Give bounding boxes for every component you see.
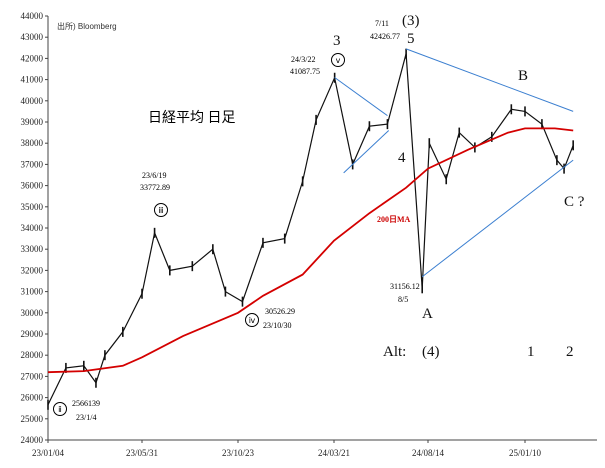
annotation-date: 7/11: [375, 19, 389, 28]
wave-label-3-paren: (3): [402, 13, 420, 29]
chart-title: 日経平均 日足: [148, 110, 236, 126]
ma-legend-label: 200日MA: [377, 215, 411, 224]
trendline: [334, 77, 388, 117]
y-tick-label: 29000: [21, 329, 44, 339]
x-tick-labels: 23/01/04 23/05/31 23/10/23 24/03/21 24/08/14…: [32, 440, 542, 458]
alt-label: Alt:: [383, 344, 406, 360]
wave-label-iii: ⅲ: [158, 206, 163, 215]
y-tick-label: 25000: [21, 414, 44, 424]
y-tick-label: 30000: [21, 308, 44, 318]
trendline: [405, 48, 574, 112]
price-series-line: [47, 53, 574, 406]
wave-circle-marker: [154, 203, 168, 217]
y-tick-label: 35000: [21, 202, 44, 212]
wave-label-4: 4: [398, 150, 406, 166]
x-tick-label: 24/03/21: [318, 448, 350, 458]
y-tick-label: 43000: [21, 32, 44, 42]
y-tick-label: 34000: [21, 223, 44, 233]
alt-wave-label-1: 1: [527, 344, 535, 360]
x-tick-label: 25/01/10: [509, 448, 542, 458]
alt-wave-label-2: 2: [566, 344, 574, 360]
y-tick-label: 26000: [21, 393, 44, 403]
trendlines: [334, 48, 574, 278]
x-tick-label: 24/08/14: [412, 448, 445, 458]
wave-label-5: 5: [407, 31, 415, 47]
annotation-date: 24/3/22: [291, 55, 315, 64]
annotation-date: 8/5: [398, 295, 408, 304]
alt-wave-label-4: (4): [422, 344, 440, 360]
y-tick-label: 32000: [21, 265, 44, 275]
wave-label-ii: ⅱ: [58, 405, 62, 414]
wave-label-A: A: [422, 306, 433, 322]
y-tick-label: 28000: [21, 350, 44, 360]
wave-circle-marker: [331, 53, 345, 67]
y-tick-label: 31000: [21, 287, 44, 297]
wave-label-iv: ⅳ: [249, 316, 256, 325]
x-tick-label: 23/05/31: [126, 448, 158, 458]
y-tick-label: 24000: [21, 435, 44, 445]
x-tick-label: 23/01/04: [32, 448, 65, 458]
annotation-value: 41087.75: [290, 67, 320, 76]
y-tick-labels: 24000 25000 26000 27000 28000 29000 30000 31000…: [21, 11, 48, 445]
wave-label-v: ⅴ: [336, 56, 341, 65]
wave-label-C: C ?: [564, 194, 585, 210]
y-tick-label: 41000: [21, 75, 44, 85]
y-tick-label: 27000: [21, 371, 44, 381]
ma200-series-line: [47, 127, 574, 374]
source-label: 出所) Bloomberg: [57, 21, 117, 31]
y-tick-label: 39000: [21, 117, 44, 127]
annotation-value: 2566139: [72, 399, 100, 408]
y-tick-label: 37000: [21, 159, 44, 169]
x-tick-label: 23/10/23: [222, 448, 255, 458]
y-tick-label: 42000: [21, 53, 44, 63]
annotation-date: 23/6/19: [142, 171, 166, 180]
annotation-date: 23/10/30: [263, 321, 291, 330]
wave-label-3: 3: [333, 33, 341, 49]
wave-label-B: B: [518, 68, 528, 84]
annotation-date: 23/1/4: [76, 413, 96, 422]
annotation-value: 42426.77: [370, 32, 400, 41]
annotation-value: 30526.29: [265, 307, 295, 316]
annotation-value: 33772.89: [140, 183, 170, 192]
wave-circle-marker: [245, 313, 259, 327]
y-tick-label: 40000: [21, 96, 44, 106]
y-tick-label: 33000: [21, 244, 44, 254]
wave-circle-marker: [53, 402, 67, 416]
y-tick-label: 44000: [21, 11, 44, 21]
trendline: [343, 130, 390, 174]
y-tick-label: 38000: [21, 138, 44, 148]
trendline: [421, 159, 574, 278]
annotation-value: 31156.12: [390, 282, 420, 291]
y-tick-label: 36000: [21, 181, 44, 191]
price-candles: [47, 48, 574, 410]
